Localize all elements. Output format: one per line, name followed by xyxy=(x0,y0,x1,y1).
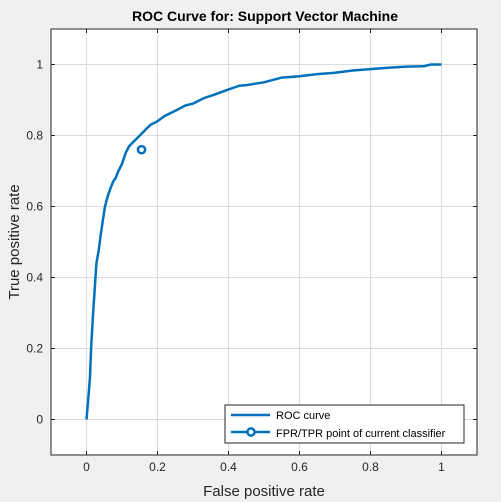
y-tick-label: 0.4 xyxy=(26,271,43,285)
legend: ROC curve FPR/TPR point of current class… xyxy=(224,404,465,444)
grid-lines xyxy=(51,29,477,455)
x-tick-label: 0.8 xyxy=(362,460,379,474)
y-tick-label: 0.8 xyxy=(26,129,43,143)
y-axis-label: True positive rate xyxy=(6,184,23,299)
x-tick-label: 0 xyxy=(83,460,90,474)
legend-point-marker xyxy=(246,427,256,437)
legend-point-label: FPR/TPR point of current classifier xyxy=(276,428,446,440)
x-tick-label: 1 xyxy=(438,460,445,474)
y-tick-label: 0.6 xyxy=(26,200,43,214)
plot-area xyxy=(51,29,477,455)
x-axis-label: False positive rate xyxy=(203,483,325,500)
plot-frame xyxy=(50,28,478,456)
chart-title: ROC Curve for: Support Vector Machine xyxy=(132,8,398,24)
x-tick-label: 0.4 xyxy=(220,460,237,474)
classifier-point-marker xyxy=(136,144,147,155)
y-tick-label: 0.2 xyxy=(26,342,43,356)
series-layer xyxy=(85,63,442,420)
roc-curve-line xyxy=(85,63,442,420)
x-tick-label: 0.6 xyxy=(291,460,308,474)
x-tick-label: 0.2 xyxy=(149,460,166,474)
y-tick-label: 1 xyxy=(36,58,43,72)
legend-box xyxy=(224,404,465,444)
axis-ticks: 0 0.2 0.4 0.6 0.8 1 0 0.2 0.4 0.6 0.8 1 xyxy=(26,29,477,474)
legend-roc-label: ROC curve xyxy=(276,410,330,422)
y-tick-label: 0 xyxy=(36,413,43,427)
